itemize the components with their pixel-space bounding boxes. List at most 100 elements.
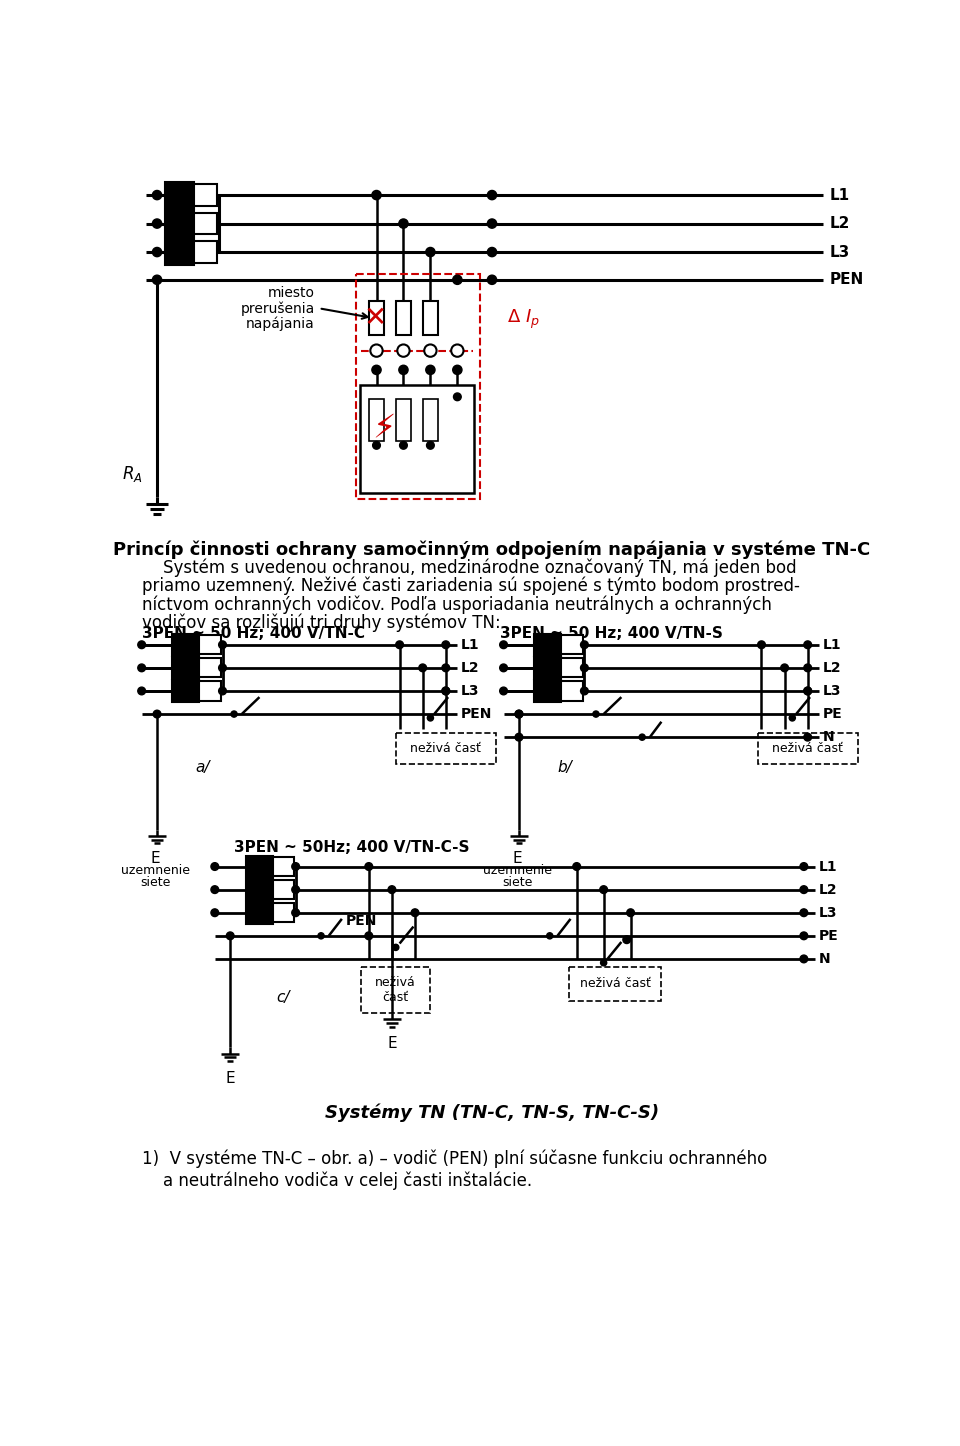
- Bar: [396, 399, 411, 441]
- Circle shape: [399, 441, 407, 450]
- Text: PEN: PEN: [461, 707, 492, 722]
- Circle shape: [516, 733, 523, 740]
- Circle shape: [138, 664, 146, 672]
- Text: E: E: [513, 852, 522, 866]
- Text: 1)  V systéme TN-C – obr. a) – vodič (PEN) plní súčasne funkciu ochranného: 1) V systéme TN-C – obr. a) – vodič (PEN…: [142, 1150, 767, 1168]
- Circle shape: [800, 954, 807, 963]
- Circle shape: [153, 275, 161, 285]
- Bar: [396, 733, 496, 763]
- Bar: [273, 881, 294, 899]
- Bar: [165, 211, 194, 237]
- Bar: [369, 399, 384, 441]
- Text: L2: L2: [829, 215, 850, 231]
- Circle shape: [804, 664, 811, 672]
- Text: níctvom ochranných vodičov. Podľa usporiadania neutrálnych a ochranných: níctvom ochranných vodičov. Podľa uspori…: [142, 596, 772, 615]
- Circle shape: [292, 863, 300, 870]
- Circle shape: [292, 886, 300, 894]
- Text: L1: L1: [461, 638, 480, 652]
- Text: ✕: ✕: [363, 304, 387, 333]
- Circle shape: [780, 664, 788, 672]
- Bar: [165, 182, 194, 208]
- Text: E: E: [387, 1035, 396, 1051]
- Text: Systémy TN (TN-C, TN-S, TN-C-S): Systémy TN (TN-C, TN-S, TN-C-S): [324, 1103, 660, 1122]
- Text: Princíp činnosti ochrany samočinným odpojením napájania v systéme TN-C: Princíp činnosti ochrany samočinným odpo…: [113, 539, 871, 558]
- Circle shape: [219, 641, 227, 649]
- Circle shape: [397, 344, 410, 357]
- Bar: [757, 733, 857, 763]
- Text: PE: PE: [819, 928, 839, 943]
- Text: L3: L3: [829, 244, 850, 260]
- Bar: [200, 635, 221, 655]
- Text: uzemnenie: uzemnenie: [483, 865, 552, 878]
- Circle shape: [451, 344, 464, 357]
- Bar: [356, 273, 480, 499]
- Circle shape: [396, 641, 403, 649]
- Text: neživá
časť: neživá časť: [375, 976, 416, 1004]
- Circle shape: [211, 910, 219, 917]
- Text: priamo uzemnený. Neživé časti zariadenia sú spojené s týmto bodom prostred-: priamo uzemnený. Neživé časti zariadenia…: [142, 577, 800, 596]
- Circle shape: [419, 664, 426, 672]
- Circle shape: [627, 910, 635, 917]
- Circle shape: [488, 191, 496, 200]
- Circle shape: [365, 863, 372, 870]
- Text: L1: L1: [829, 188, 850, 202]
- Circle shape: [804, 733, 811, 740]
- Bar: [173, 656, 200, 678]
- Circle shape: [398, 218, 408, 228]
- Text: miesto: miesto: [268, 286, 315, 299]
- Text: uzemnenie: uzemnenie: [121, 865, 190, 878]
- Circle shape: [800, 863, 807, 870]
- Bar: [246, 902, 273, 924]
- Circle shape: [138, 687, 146, 696]
- Text: b/: b/: [558, 761, 572, 775]
- Circle shape: [227, 933, 234, 940]
- Bar: [165, 239, 194, 265]
- Circle shape: [789, 714, 796, 722]
- Text: a neutrálneho vodiča v celej časti inštalácie.: a neutrálneho vodiča v celej časti inšta…: [142, 1171, 532, 1190]
- Circle shape: [371, 344, 383, 357]
- Text: N: N: [823, 730, 835, 745]
- Text: L1: L1: [823, 638, 842, 652]
- Circle shape: [426, 366, 435, 375]
- Text: L3: L3: [819, 905, 838, 920]
- Circle shape: [581, 664, 588, 672]
- Text: 3PEN ~ 50 Hz; 400 V/TN-S: 3PEN ~ 50 Hz; 400 V/TN-S: [500, 626, 723, 641]
- Bar: [246, 856, 273, 878]
- Circle shape: [211, 886, 219, 894]
- Text: siete: siete: [502, 876, 533, 889]
- Bar: [246, 879, 273, 901]
- Text: neživá časť: neživá časť: [580, 977, 651, 991]
- Circle shape: [372, 366, 381, 375]
- Circle shape: [426, 441, 434, 450]
- Circle shape: [153, 218, 161, 228]
- Circle shape: [800, 933, 807, 940]
- Text: L2: L2: [823, 661, 842, 675]
- Circle shape: [800, 886, 807, 894]
- Circle shape: [292, 910, 300, 917]
- Circle shape: [500, 641, 508, 649]
- Circle shape: [488, 218, 496, 228]
- Circle shape: [453, 393, 461, 401]
- Text: N: N: [819, 951, 830, 966]
- Circle shape: [516, 710, 523, 717]
- Circle shape: [442, 687, 449, 696]
- Text: PE: PE: [823, 707, 843, 722]
- Circle shape: [442, 641, 449, 649]
- Bar: [194, 241, 217, 263]
- Circle shape: [372, 441, 380, 450]
- Bar: [173, 680, 200, 701]
- Bar: [200, 681, 221, 700]
- Text: L1: L1: [819, 859, 838, 873]
- Text: $R_A$: $R_A$: [123, 464, 143, 484]
- Text: c/: c/: [276, 991, 290, 1005]
- Circle shape: [153, 191, 161, 200]
- Circle shape: [411, 910, 419, 917]
- Text: L2: L2: [819, 882, 838, 897]
- Bar: [273, 857, 294, 876]
- Text: siete: siete: [140, 876, 171, 889]
- Circle shape: [546, 933, 553, 938]
- Text: E: E: [151, 852, 160, 866]
- Text: ⚡: ⚡: [372, 411, 396, 444]
- Bar: [200, 658, 221, 678]
- Circle shape: [138, 641, 146, 649]
